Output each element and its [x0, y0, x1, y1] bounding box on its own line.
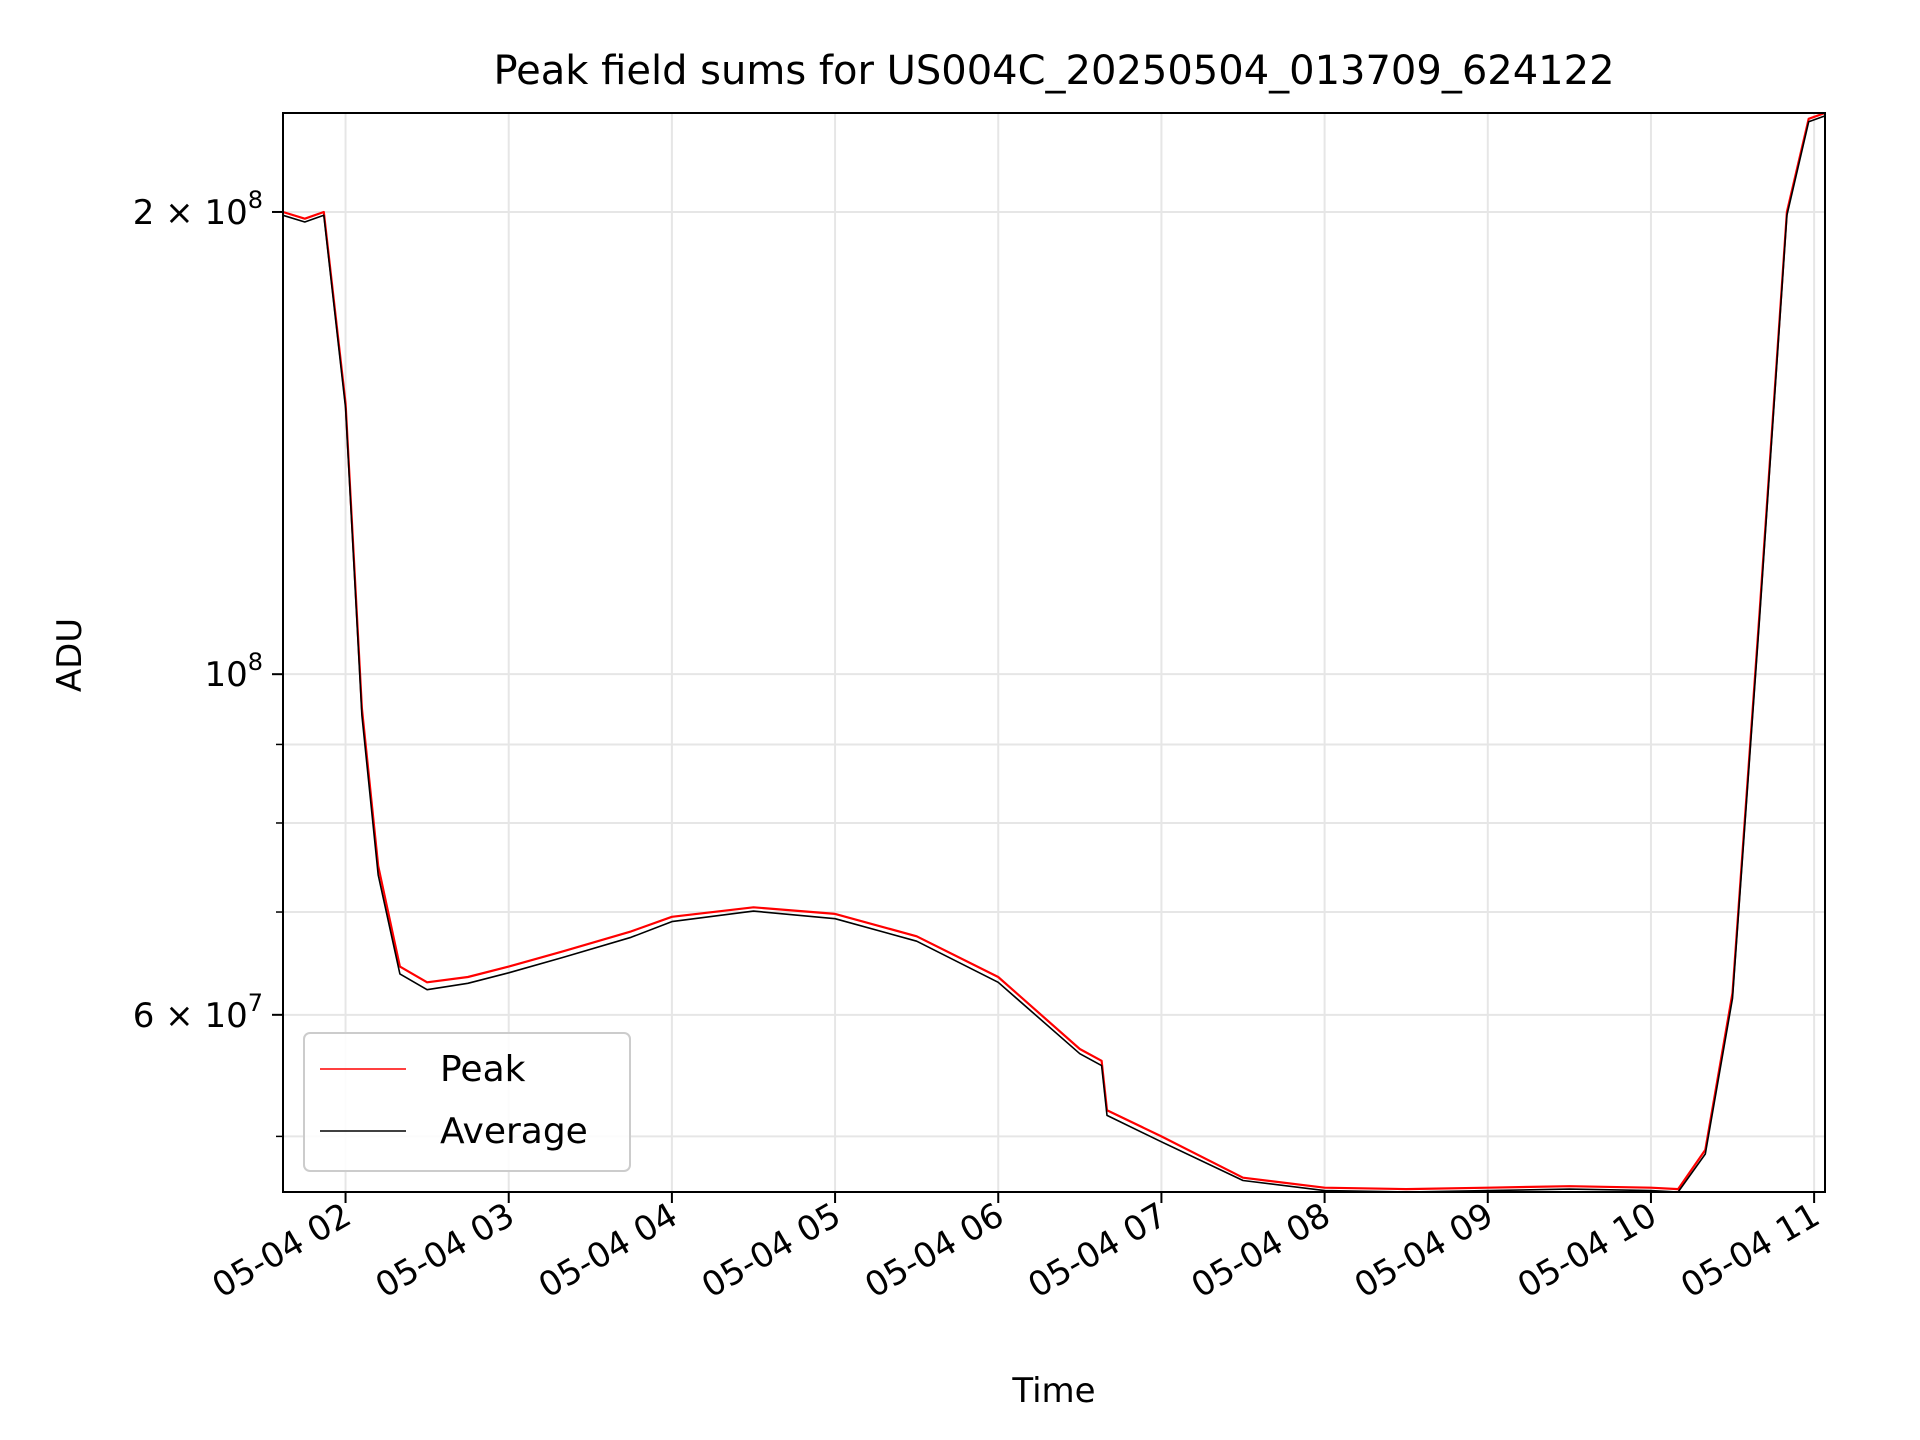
y-tick-label: 108: [204, 648, 263, 695]
y-tick-label-exp: 7: [248, 989, 263, 1017]
y-tick-label: 6 × 107: [133, 989, 263, 1036]
legend-box: [303, 1032, 631, 1172]
y-tick-label-exp: 8: [248, 186, 263, 214]
y-tick-label: 2 × 108: [133, 186, 263, 233]
y-tick-label-base: 6 × 10: [133, 996, 248, 1036]
chart-title: Peak field sums for US004C_20250504_0137…: [493, 48, 1614, 94]
series-line-peak: [282, 111, 1826, 1191]
plot-frame: [282, 112, 1826, 1193]
series-line-average: [282, 115, 1826, 1193]
legend: Peak Average: [303, 1032, 631, 1172]
grid: [283, 113, 1825, 1192]
y-tick-label-base: 10: [204, 655, 247, 695]
series-layer: [282, 111, 1826, 1193]
y-tick-label-base: 2 × 10: [133, 193, 248, 233]
y-axis-label: ADU: [50, 618, 90, 692]
legend-label-average: Average: [440, 1111, 588, 1152]
x-axis-label: Time: [1011, 1371, 1095, 1411]
y-tick-label-exp: 8: [248, 648, 263, 676]
legend-label-peak: Peak: [440, 1049, 526, 1090]
